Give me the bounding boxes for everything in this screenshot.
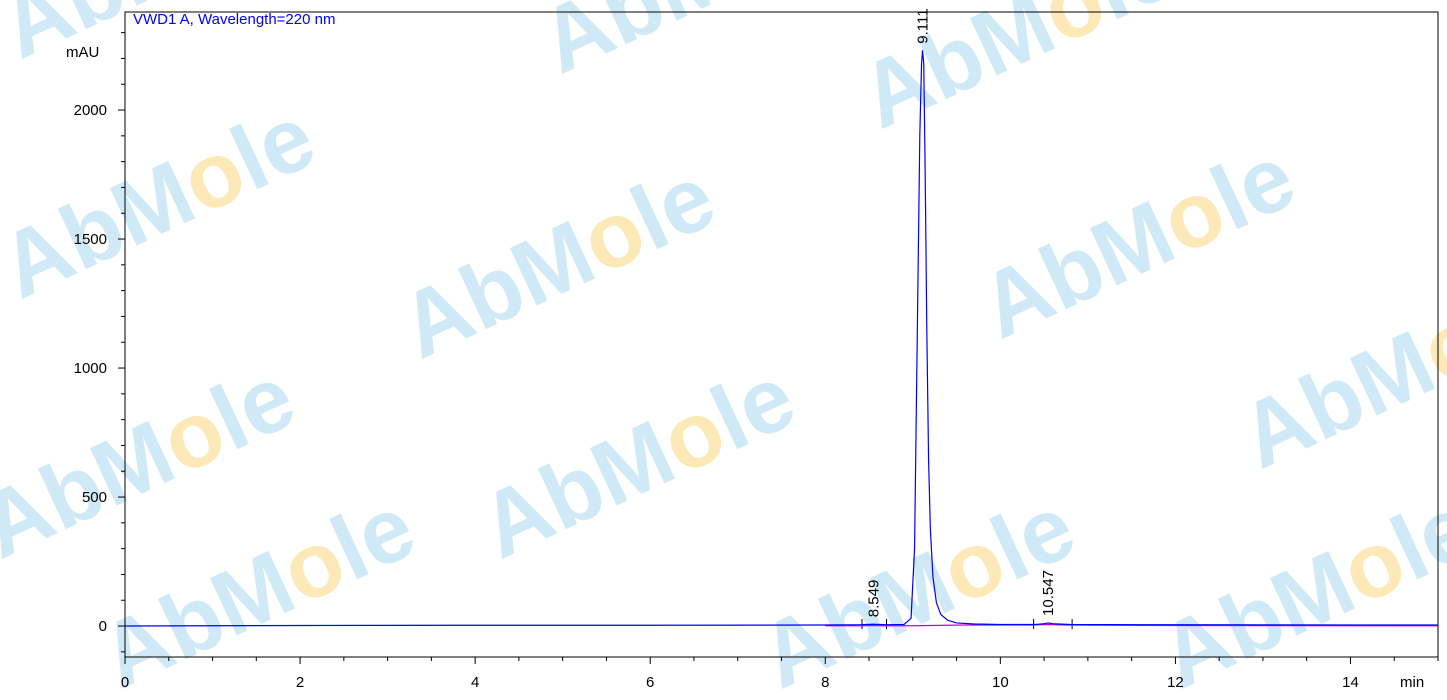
watermark-logo: AbMole (845, 0, 1189, 148)
watermark-logo: AbMole (385, 145, 729, 378)
x-tick-label: 0 (121, 674, 129, 691)
peak-labels: 8.549 9.111 10.547 (865, 8, 1057, 617)
watermark-logo: AbMole (1225, 255, 1447, 488)
watermark-logo: AbMole (965, 125, 1309, 358)
x-tick-label: 2 (296, 674, 304, 691)
y-axis-label: mAU (66, 44, 99, 61)
chart-title: VWD1 A, Wavelength=220 nm (133, 11, 335, 28)
y-tick-label: 0 (99, 618, 107, 635)
x-tick-label: 8 (821, 674, 829, 691)
x-axis-label: min (1400, 674, 1424, 691)
x-tick-label: 12 (1167, 674, 1184, 691)
y-axis: 0 500 1000 1500 2000 (74, 32, 125, 653)
watermark-logo: AbMole (0, 85, 330, 318)
x-axis: 0 2 4 6 8 10 12 14 (121, 657, 1439, 691)
trace-line (124, 50, 1438, 627)
watermark-logo: AbMole (745, 475, 1089, 695)
x-tick-label: 4 (471, 674, 479, 691)
peak-rt-label: 9.111 (915, 8, 932, 43)
watermark-logo: AbMole (525, 0, 869, 93)
x-tick-label: 6 (646, 674, 654, 691)
watermark-logo: AbMole (465, 345, 809, 578)
peak-rt-label: 8.549 (865, 580, 882, 618)
y-tick-label: 1000 (74, 360, 107, 377)
y-tick-label: 1500 (74, 231, 107, 248)
watermark-logo: AbMole (1145, 475, 1447, 695)
x-tick-label: 10 (992, 674, 1009, 691)
x-tick-label: 14 (1342, 674, 1359, 691)
peak-rt-label: 10.547 (1040, 570, 1057, 616)
y-tick-label: 500 (82, 489, 107, 506)
trace-line (825, 623, 1439, 627)
traces (124, 50, 1439, 627)
y-tick-label: 2000 (74, 102, 107, 119)
